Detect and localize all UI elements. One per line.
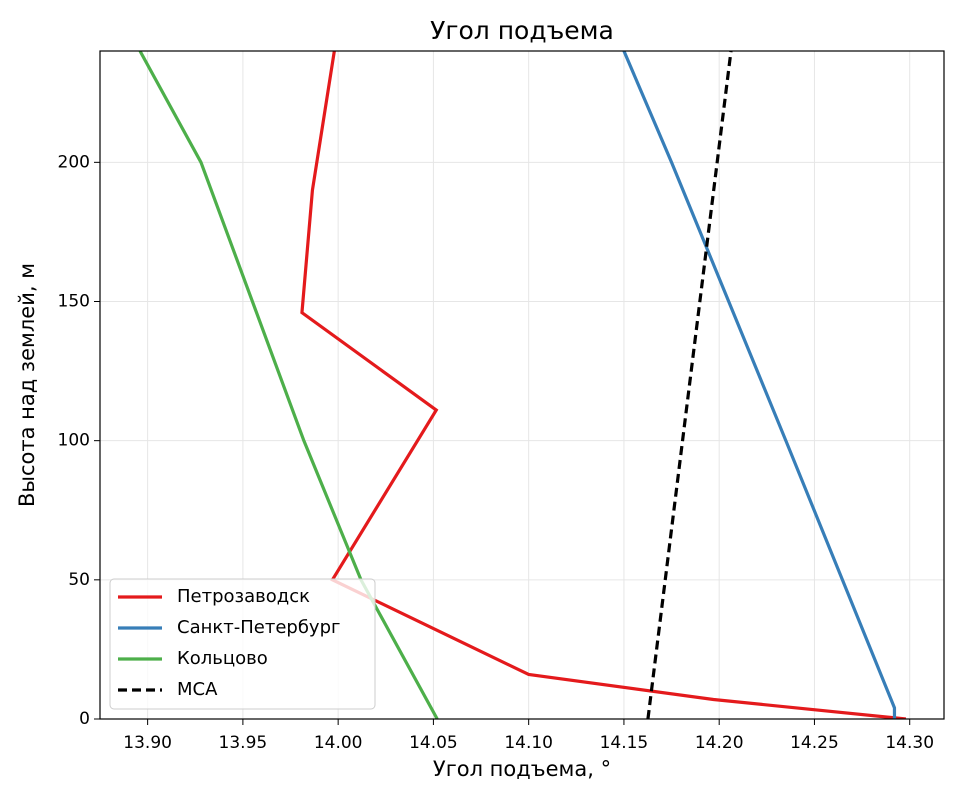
y-tick-label: 0 xyxy=(79,709,90,729)
series-line xyxy=(646,51,733,719)
legend-label: МСА xyxy=(177,679,218,700)
x-tick-label: 14.05 xyxy=(409,733,458,753)
x-tick-label: 14.20 xyxy=(695,733,744,753)
legend-label: Санкт-Петербург xyxy=(177,617,340,638)
x-tick-label: 14.30 xyxy=(885,733,934,753)
legend-box xyxy=(109,578,376,710)
series-line xyxy=(300,51,907,719)
series-line xyxy=(138,51,439,719)
legend-label: Кольцово xyxy=(177,648,268,669)
x-tick-label: 13.90 xyxy=(123,733,172,753)
plot-frame xyxy=(99,50,945,720)
chart-title: Угол подъема xyxy=(430,16,614,45)
y-axis-label: Высота над землей, м xyxy=(15,263,39,507)
x-tick-label: 14.15 xyxy=(600,733,649,753)
x-tick-label: 14.25 xyxy=(790,733,839,753)
y-tick-label: 150 xyxy=(58,292,90,312)
y-tick-label: 200 xyxy=(58,152,90,172)
y-tick-label: 50 xyxy=(68,570,90,590)
x-axis-label: Угол подъема, ° xyxy=(433,757,611,781)
x-tick-label: 14.10 xyxy=(504,733,553,753)
y-tick-label: 100 xyxy=(58,431,90,451)
legend-label: Петрозаводск xyxy=(177,586,310,607)
x-tick-label: 14.00 xyxy=(314,733,363,753)
x-tick-label: 13.95 xyxy=(219,733,268,753)
series-line xyxy=(622,51,897,719)
